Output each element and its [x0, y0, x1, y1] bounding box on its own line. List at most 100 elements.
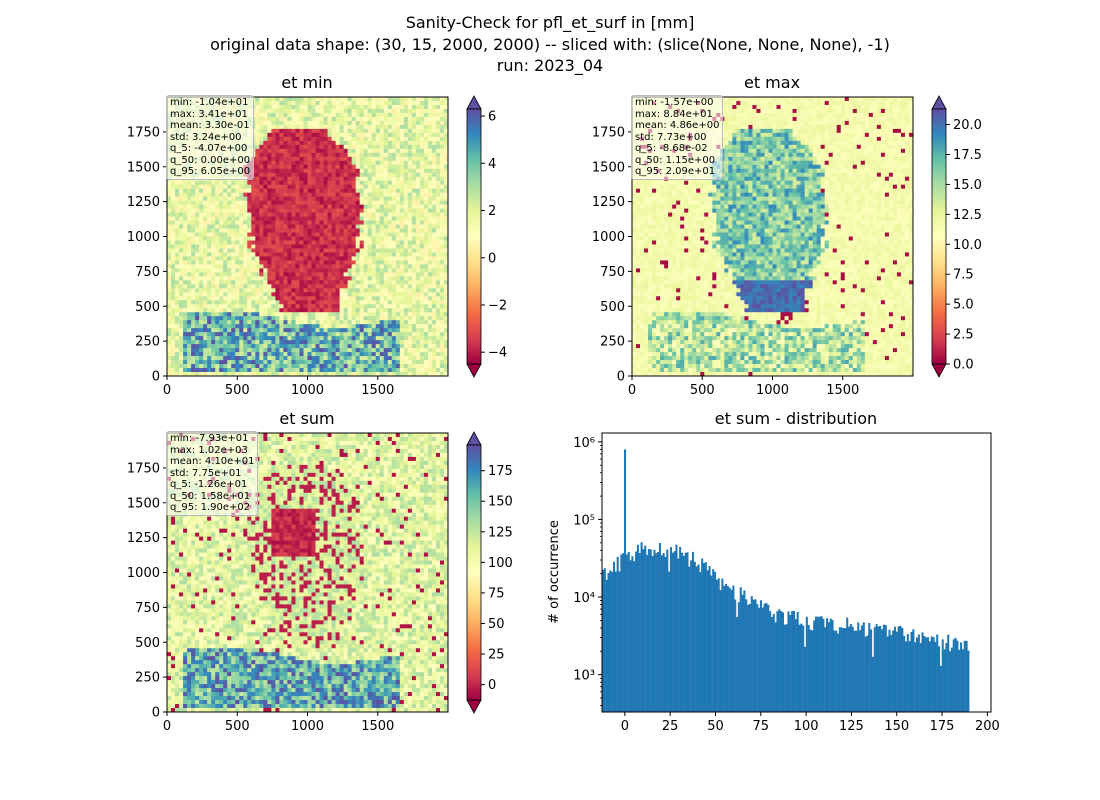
heatmap-cell [211, 356, 216, 361]
heatmap-cell [287, 328, 293, 333]
heatmap-cell [367, 120, 373, 126]
heatmap-cell [211, 220, 216, 226]
heatmap-cell [275, 128, 280, 134]
heatmap-cell [171, 288, 176, 293]
heatmap-cell [347, 188, 353, 194]
heatmap-cell [231, 272, 236, 277]
heatmap-cell [419, 232, 425, 238]
heatmap-cell [219, 308, 224, 313]
heatmap-cell [299, 328, 305, 333]
heatmap-cell [219, 200, 224, 206]
heatmap-cell [187, 260, 192, 265]
heatmap-cell [227, 344, 232, 349]
heatmap-cell [439, 304, 445, 309]
heatmap-cell [395, 172, 401, 178]
heatmap-cell [383, 252, 389, 258]
heatmap-cell [407, 308, 413, 313]
heatmap-cell [435, 124, 441, 130]
heatmap-cell [187, 300, 192, 305]
heatmap-cell [303, 356, 309, 361]
heatmap-cell [391, 180, 397, 186]
heatmap-cell [191, 356, 196, 361]
heatmap-cell [215, 352, 220, 357]
heatmap-cell [195, 316, 200, 321]
heatmap-cell [167, 268, 172, 273]
heatmap-cell [351, 236, 357, 242]
heatmap-cell [411, 312, 417, 317]
heatmap-cell [199, 332, 204, 337]
heatmap-cell [287, 228, 293, 234]
heatmap-cell [427, 248, 433, 254]
heatmap-cell [235, 220, 240, 226]
heatmap-cell [319, 312, 325, 317]
heatmap-cell [295, 184, 301, 190]
heatmap-cell [339, 232, 345, 238]
heatmap-cell [427, 120, 433, 126]
heatmap-cell [371, 240, 377, 246]
heatmap-cell [423, 128, 429, 134]
heatmap-cell [223, 336, 228, 341]
heatmap-cell [271, 292, 276, 297]
heatmap-cell [203, 324, 208, 329]
heatmap-cell [327, 316, 333, 321]
heatmap-cell [411, 304, 417, 309]
heatmap-cell [175, 316, 180, 321]
heatmap-cell [295, 356, 301, 361]
heatmap-cell [271, 184, 276, 190]
heatmap-cell [295, 304, 301, 309]
heatmap-cell [355, 148, 361, 154]
heatmap-cell [199, 284, 204, 289]
heatmap-cell [315, 224, 321, 230]
heatmap-cell [411, 180, 417, 186]
heatmap-cell [299, 264, 305, 269]
heatmap-cell [351, 132, 357, 138]
heatmap-cell [343, 116, 349, 122]
heatmap-cell [311, 220, 317, 226]
heatmap-cell [435, 300, 441, 305]
heatmap-cell [427, 184, 433, 190]
heatmap-cell [419, 104, 425, 110]
heatmap-cell [203, 300, 208, 305]
heatmap-cell [347, 196, 353, 202]
heatmap-cell [323, 216, 329, 222]
heatmap-cell [367, 184, 373, 190]
heatmap-cell [283, 208, 289, 214]
heatmap-cell [311, 252, 317, 258]
heatmap-cell [411, 300, 417, 305]
heatmap-cell [259, 112, 264, 118]
heatmap-cell [359, 368, 365, 373]
heatmap-cell [439, 352, 445, 357]
heatmap-cell [399, 316, 405, 321]
heatmap-cell [736, 97, 741, 102]
heatmap-cell [423, 252, 429, 258]
heatmap-cell [307, 368, 313, 373]
heatmap-cell [403, 172, 409, 178]
heatmap-cell [279, 136, 285, 142]
heatmap-cell [379, 292, 385, 297]
heatmap-cell [419, 260, 425, 265]
heatmap-cell [291, 268, 297, 273]
heatmap-cell [427, 324, 433, 329]
heatmap-cell [387, 360, 393, 365]
colorbar-tick-label: −4 [488, 346, 507, 361]
heatmap-cell [439, 140, 445, 146]
heatmap-cell [171, 356, 176, 361]
heatmap-cell [247, 212, 252, 218]
heatmap-cell [768, 97, 774, 102]
heatmap-cell [171, 300, 176, 305]
heatmap-cell [343, 100, 349, 106]
heatmap-cell [295, 164, 301, 170]
heatmap-cell [315, 220, 321, 226]
heatmap-cell [183, 300, 188, 305]
colorbar-tick-label: −2 [488, 298, 507, 313]
heatmap-cell [207, 328, 212, 333]
heatmap-cell [195, 256, 200, 262]
heatmap-cell [327, 356, 333, 361]
heatmap-cell [347, 336, 353, 341]
heatmap-cell [291, 100, 297, 106]
heatmap-cell [179, 304, 184, 309]
heatmap-cell [291, 300, 297, 305]
x-tick-label: 1500 [361, 383, 394, 398]
heatmap-cell [311, 132, 317, 138]
heatmap-cell [391, 116, 397, 122]
